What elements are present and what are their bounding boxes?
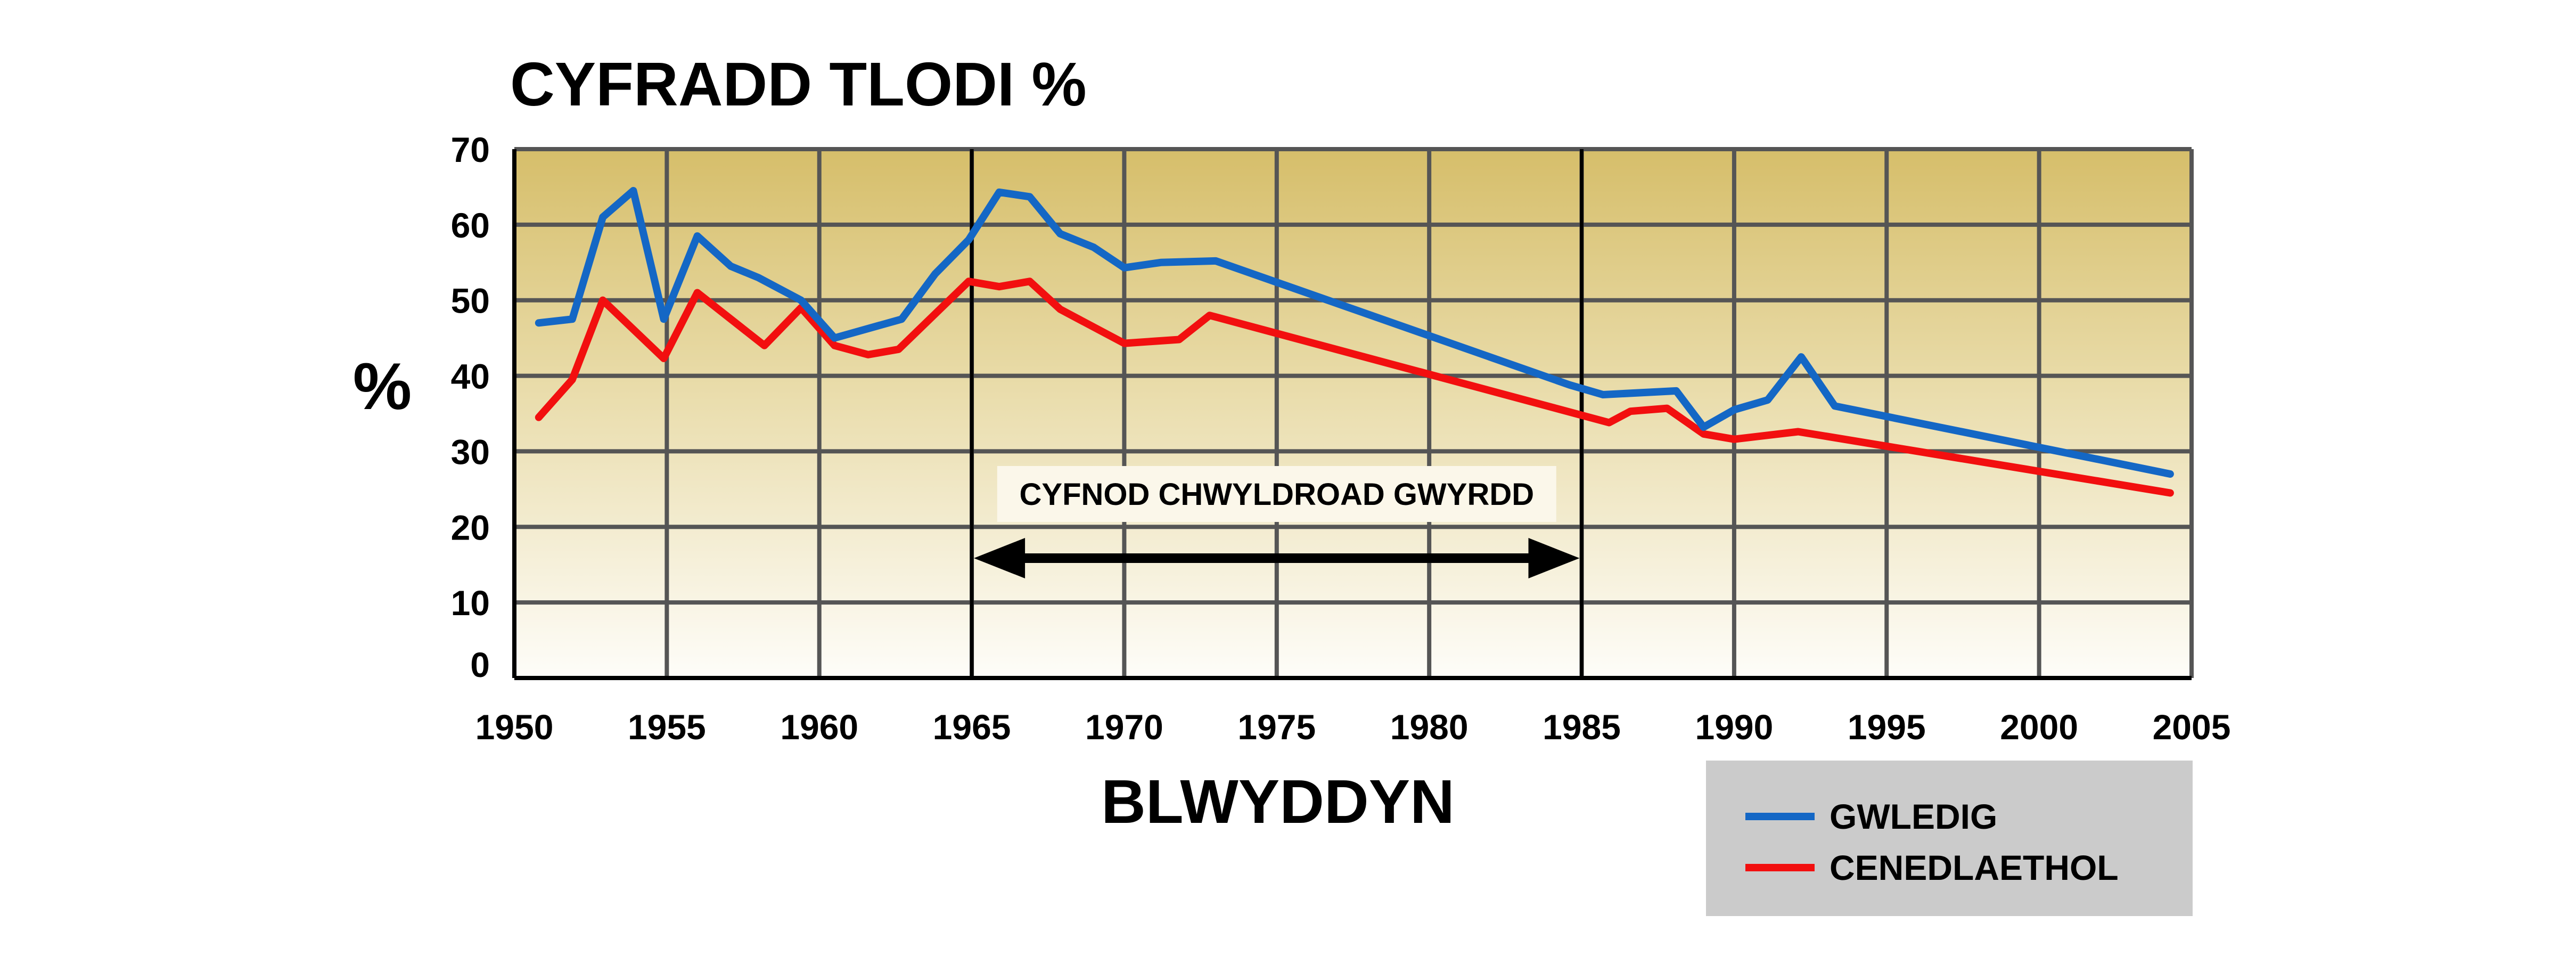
chart-title: CYFRADD TLODI % — [510, 50, 1087, 119]
period-label-box — [997, 466, 1556, 522]
y-tick-label-50: 50 — [451, 281, 490, 321]
x-tick-label-1980: 1980 — [1390, 707, 1469, 747]
x-tick-label-1990: 1990 — [1695, 707, 1773, 747]
x-axis-label: BLWYDDYN — [1101, 767, 1455, 836]
y-tick-label-20: 20 — [451, 508, 490, 547]
legend-box — [1706, 761, 2193, 916]
y-tick-label-0: 0 — [470, 645, 490, 684]
legend-label-cenedlaethol: CENEDLAETHOL — [1830, 848, 2119, 887]
x-tick-label-1955: 1955 — [628, 707, 706, 747]
tick-labels: 1950 1955 1960 1965 1970 1975 1980 1985 1990 1995… — [451, 130, 2231, 747]
x-tick-label-2005: 2005 — [2153, 707, 2231, 747]
x-tick-label-1965: 1965 — [933, 707, 1011, 747]
period-arrow-right-head — [1528, 538, 1580, 578]
period-label: CYFNOD CHWYLDROAD GWYRDD — [1020, 477, 1535, 512]
plot-area-background — [514, 149, 2192, 678]
period-arrow-left-head — [974, 538, 1026, 578]
legend-label-gwledig: GWLEDIG — [1830, 797, 1997, 836]
x-tick-label-1995: 1995 — [1848, 707, 1926, 747]
grid — [512, 147, 2194, 680]
x-tick-label-1985: 1985 — [1543, 707, 1621, 747]
y-tick-label-40: 40 — [451, 357, 490, 396]
y-axis-label: % — [353, 350, 412, 423]
y-tick-label-60: 60 — [451, 206, 490, 245]
x-tick-label-1975: 1975 — [1237, 707, 1316, 747]
x-tick-label-2000: 2000 — [2000, 707, 2078, 747]
x-tick-label-1970: 1970 — [1085, 707, 1163, 747]
data-series — [535, 187, 2174, 497]
y-tick-label-10: 10 — [451, 583, 490, 623]
series-line-gwledig — [535, 187, 2174, 478]
series-line-cenedlaethol — [535, 277, 2174, 497]
x-tick-label-1950: 1950 — [475, 707, 554, 747]
y-tick-label-30: 30 — [451, 432, 490, 471]
x-tick-label-1960: 1960 — [780, 707, 858, 747]
y-tick-label-70: 70 — [451, 130, 490, 169]
legend: GWLEDIG CENEDLAETHOL — [1706, 761, 2193, 916]
